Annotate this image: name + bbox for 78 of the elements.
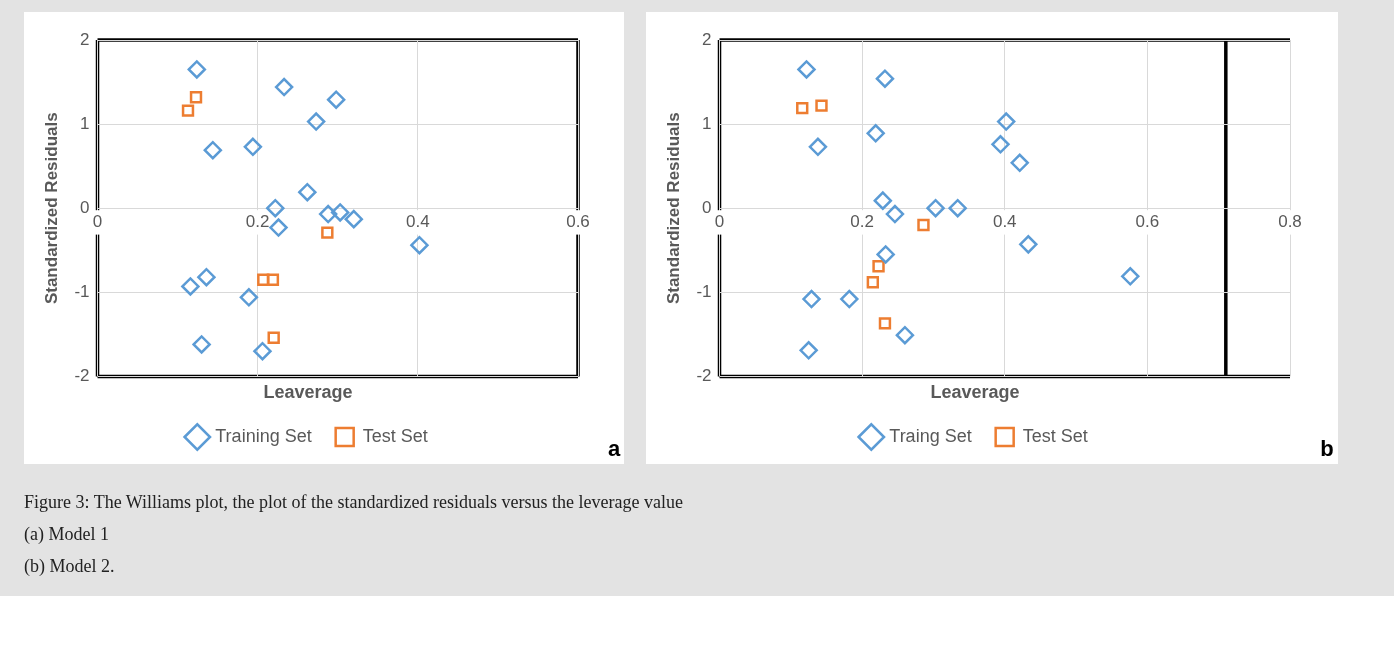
legend-label: Traing Set	[889, 425, 972, 446]
y-tick-label: -2	[696, 366, 712, 386]
x-tick-label: 0.4	[406, 212, 430, 232]
x-tick-label: 0.2	[245, 212, 270, 232]
point	[318, 204, 338, 224]
point	[866, 124, 886, 143]
x-tick-label: 0	[715, 212, 725, 232]
point	[187, 60, 207, 79]
y-tick-label: 1	[80, 113, 90, 133]
point	[181, 277, 200, 296]
y-tick-label: -2	[74, 366, 90, 386]
y-tick-label: 1	[702, 113, 712, 133]
x-tick-label: 0.6	[1135, 212, 1160, 232]
x-tick-label: 0.6	[566, 212, 590, 232]
point	[274, 77, 294, 97]
point	[326, 90, 346, 109]
y-tick-label: 0	[80, 197, 90, 217]
caption: Figure 3: The Williams plot, the plot of the standardized residuals versus the leverage value	[24, 491, 684, 514]
point	[948, 198, 968, 218]
point	[181, 104, 195, 117]
point	[192, 335, 211, 354]
point	[197, 267, 216, 287]
point	[926, 198, 946, 218]
legend-label: Training Set	[215, 425, 312, 446]
point	[239, 288, 259, 307]
point	[917, 218, 930, 232]
point	[799, 341, 819, 360]
x-tick-label: 0.4	[993, 212, 1017, 232]
point	[267, 331, 280, 344]
point	[330, 203, 350, 222]
y-tick-label: -1	[696, 281, 712, 301]
point	[269, 218, 288, 237]
point	[1121, 267, 1140, 286]
y-tick-label: 2	[702, 29, 712, 49]
point	[808, 137, 828, 157]
point	[885, 204, 905, 224]
point	[840, 289, 859, 309]
point	[1019, 235, 1038, 254]
text: b	[1320, 436, 1335, 461]
point	[873, 191, 893, 210]
point	[321, 226, 334, 239]
point	[344, 209, 364, 229]
point	[796, 101, 809, 115]
legend-label: Test Set	[1022, 425, 1088, 446]
point	[1010, 153, 1030, 173]
point	[879, 317, 892, 330]
y-axis-title: Standardized Residuals	[41, 112, 61, 305]
point	[257, 273, 270, 286]
point	[895, 325, 915, 345]
x-tick-label: 0.8	[1278, 212, 1303, 232]
text: (b) Model 2.	[24, 555, 116, 578]
x-tick-label: 0.2	[850, 212, 875, 232]
point	[243, 137, 263, 157]
point	[866, 276, 880, 289]
x-axis-title: Leaverage	[263, 382, 353, 403]
point	[203, 140, 223, 160]
y-tick-label: -1	[74, 281, 90, 301]
point	[872, 260, 885, 273]
text: a	[608, 436, 622, 461]
point	[266, 273, 280, 286]
y-tick-label: 0	[702, 197, 712, 217]
point	[253, 341, 272, 361]
y-tick-label: 2	[80, 29, 90, 49]
point	[797, 60, 817, 79]
point	[410, 235, 429, 255]
point	[298, 182, 317, 202]
x-axis-title: Leaverage	[930, 382, 1020, 403]
point	[802, 289, 822, 309]
point	[189, 90, 203, 104]
point	[997, 112, 1016, 131]
text: (a) Model 1	[24, 523, 110, 546]
point	[991, 135, 1010, 154]
point	[815, 99, 828, 112]
point	[876, 245, 896, 264]
point	[875, 69, 895, 88]
point	[306, 112, 326, 131]
y-axis-title: Standardized Residuals	[664, 112, 684, 305]
legend-label: Test Set	[362, 425, 428, 446]
